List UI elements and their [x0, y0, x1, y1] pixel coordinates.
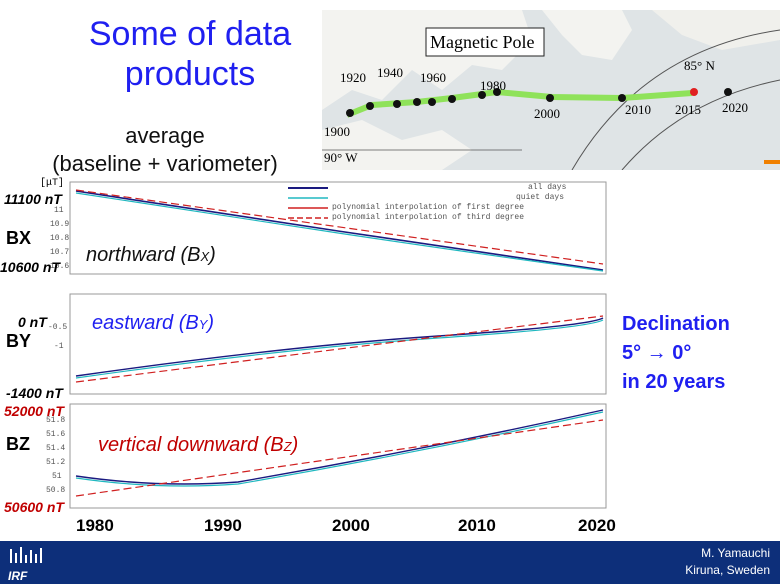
x-tick: 1990 — [204, 516, 242, 535]
bx-label: BX — [6, 228, 32, 248]
magnetic-pole-map: Magnetic Pole 1920 1940 1960 1980 1900 2… — [322, 10, 780, 170]
year-label: 1940 — [377, 65, 403, 80]
latitude-label: 85° N — [684, 58, 715, 73]
year-label: 2015 — [675, 102, 701, 117]
longitude-label: 90° W — [324, 150, 358, 165]
accent-mark — [764, 160, 780, 164]
year-label: 2020 — [722, 100, 748, 115]
bz-tick: 51.6 — [46, 430, 66, 439]
x-tick: 2000 — [332, 516, 370, 535]
legend-third-degree: polynomial interpolation of third degree — [332, 213, 525, 222]
bz-tick: 51.8 — [46, 416, 66, 425]
year-label: 1920 — [340, 70, 366, 85]
irf-logo-mark — [10, 547, 42, 563]
irf-logo-text: IRF — [8, 569, 28, 583]
x-tick: 2010 — [458, 516, 496, 535]
bx-tick: 10.6 — [50, 262, 70, 271]
legend-all-days: all days — [528, 183, 567, 192]
bx-tick: 10.9 — [50, 220, 70, 229]
bz-tick: 50.8 — [46, 486, 66, 495]
slide-subtitle: average (baseline + variometer) — [52, 123, 278, 176]
by-tick: -0.5 — [48, 323, 68, 332]
bz-label: BZ — [6, 434, 30, 454]
year-label: 2000 — [534, 106, 560, 121]
footer-bar: IRF M. Yamauchi Kiruna, Sweden — [0, 541, 780, 584]
year-label: 1900 — [324, 124, 350, 139]
magnetic-field-chart: all days quiet days polynomial interpola… — [38, 176, 610, 516]
by-top-value: 0 nT — [18, 314, 47, 330]
map-graphic — [322, 10, 780, 170]
irf-logo: IRF — [8, 545, 44, 583]
bx-top-value: 11100 nT — [4, 191, 62, 207]
bx-tick: 11 — [54, 206, 64, 215]
bz-tick: 51 — [52, 472, 62, 481]
author-credit: M. Yamauchi Kiruna, Sweden — [685, 546, 770, 577]
bz-bottom-value: 50600 nT — [4, 499, 64, 515]
year-label: 1960 — [420, 70, 446, 85]
bz-top-value: 52000 nT — [4, 403, 64, 419]
slide-title: Some of data products — [88, 15, 292, 93]
bx-tick: 10.8 — [50, 234, 70, 243]
x-tick: 1980 — [76, 516, 114, 535]
year-label: 2010 — [625, 102, 651, 117]
by-label: BY — [6, 331, 32, 351]
by-component-name: eastward (BY) — [92, 312, 215, 334]
bx-component-name: northward (BX) — [86, 244, 216, 266]
chart-svg — [69, 181, 607, 509]
x-tick: 2020 — [578, 516, 616, 535]
unit-label: [μT] — [40, 178, 65, 189]
by-tick: -1 — [54, 342, 64, 351]
map-label: Magnetic Pole — [430, 32, 535, 52]
bx-tick: 10.7 — [50, 248, 70, 257]
by-bottom-value: -1400 nT — [6, 385, 63, 401]
year-label: 1980 — [480, 78, 506, 93]
bz-tick: 51.4 — [46, 444, 66, 453]
bz-tick: 51.2 — [46, 458, 66, 467]
legend-quiet-days: quiet days — [516, 193, 565, 202]
bx-bottom-value: 10600 nT — [0, 259, 60, 275]
declination-note: Declination 5° → 0° in 20 years — [622, 313, 730, 393]
bz-component-name: vertical downward (BZ) — [98, 434, 299, 456]
legend-first-degree: polynomial interpolation of first degree — [332, 203, 525, 212]
